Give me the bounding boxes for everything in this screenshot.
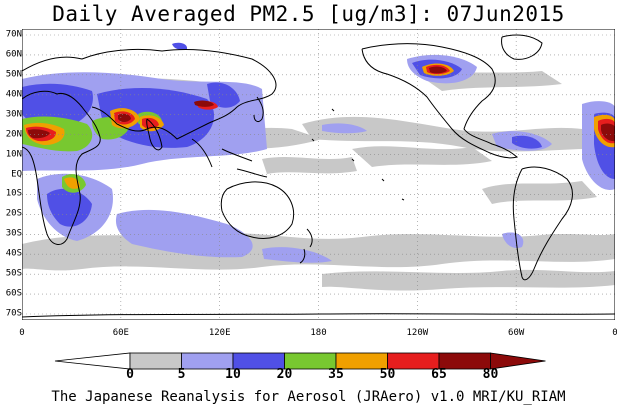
colorbar-cell <box>129 352 182 370</box>
lon-label: 0 <box>612 328 617 338</box>
lat-label: 40S <box>5 248 22 259</box>
colorbar-tick-label: 35 <box>328 367 344 382</box>
map-title: Daily Averaged PM2.5 [ug/m3]: 07Jun2015 <box>52 2 565 26</box>
lat-label: 60N <box>5 49 22 60</box>
colorbar-tick-label: 5 <box>177 367 186 382</box>
colorbar-cells <box>54 352 546 370</box>
shade-band <box>118 113 131 122</box>
shade-band <box>502 232 524 249</box>
shade-band <box>322 123 367 134</box>
shade-band <box>142 117 159 129</box>
coast-antarctica <box>22 313 615 318</box>
colorbar-arrow-low <box>54 352 131 370</box>
lon-label: 120W <box>406 328 429 338</box>
pm25-map <box>22 29 615 320</box>
lat-label: 70S <box>5 308 22 319</box>
shade-band <box>262 157 357 174</box>
pm25-shading <box>22 42 615 291</box>
lat-label: 10N <box>5 149 22 160</box>
lat-label: EQ <box>11 169 22 179</box>
coast-south-america <box>512 166 573 281</box>
shade-band <box>512 135 542 149</box>
colorbar-tick-label: 80 <box>482 367 499 382</box>
shade-band <box>429 66 447 74</box>
coast-north-america <box>361 43 519 159</box>
lat-label: 50S <box>5 268 22 279</box>
lon-label: 120E <box>208 328 231 338</box>
shade-band <box>352 146 492 167</box>
colorbar-tick-label: 10 <box>225 367 241 382</box>
shade-band <box>207 82 240 108</box>
graticule <box>22 29 615 320</box>
coast-greenland <box>501 34 543 60</box>
lat-label: 60S <box>5 288 22 299</box>
lat-label: 20S <box>5 208 22 219</box>
shade-band <box>115 209 253 258</box>
colorbar <box>54 352 546 370</box>
shade-band <box>262 247 332 263</box>
lat-label: 40N <box>5 89 22 100</box>
colorbar-tick-label: 50 <box>379 367 396 382</box>
colorbar-tick-label: 20 <box>276 367 293 382</box>
coast-islands <box>311 108 405 201</box>
shade-band <box>601 123 615 142</box>
coast-japan <box>253 96 264 123</box>
colorbar-arrow-high <box>490 352 546 370</box>
coast-eurasia <box>22 48 277 140</box>
coast-seasia <box>191 138 268 178</box>
shade-band <box>172 42 188 50</box>
colorbar-tick-label: 0 <box>126 367 134 382</box>
lat-label: 10S <box>5 188 22 199</box>
coast-nz <box>299 228 313 264</box>
lat-label: 70N <box>5 29 22 40</box>
shade-band <box>482 181 597 204</box>
lat-label: 20N <box>5 129 22 140</box>
lon-label: 0 <box>19 328 25 338</box>
shade-band <box>28 129 50 139</box>
lon-label: 60W <box>508 328 525 338</box>
map-panel <box>22 29 615 320</box>
lat-label: 50N <box>5 69 22 80</box>
coast-australia <box>220 181 295 239</box>
lon-label: 60E <box>112 328 129 338</box>
lat-label: 30N <box>5 109 22 120</box>
lat-label: 30S <box>5 228 22 239</box>
lon-label: 180 <box>310 328 327 338</box>
shade-band <box>322 269 615 291</box>
shade-band <box>194 100 214 107</box>
coastlines <box>22 34 615 318</box>
shade-band <box>64 177 80 189</box>
coast-india <box>146 118 163 151</box>
footer-credit: The Japanese Reanalysis for Aerosol (JRA… <box>51 389 566 405</box>
coast-africa <box>22 90 101 245</box>
colorbar-tick-label: 65 <box>431 367 447 382</box>
